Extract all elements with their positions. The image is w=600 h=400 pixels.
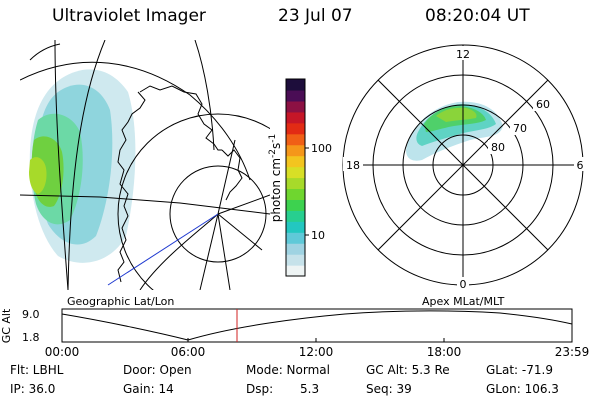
polar-aurora-emission: [406, 101, 503, 161]
map-grid: [20, 40, 270, 290]
footer-seq: Seq: 39: [366, 382, 412, 396]
polar-label-mlt-18: 18: [346, 159, 360, 172]
colorbar-cell: [286, 265, 305, 277]
colorbar-cell: [286, 79, 305, 91]
colorbar-cell: [286, 100, 305, 113]
colorbar-label-10: 10: [311, 229, 325, 242]
map-sun-line: [107, 213, 219, 286]
colorbar-frame: [285, 78, 306, 277]
polar-label-mlat-60: 60: [536, 98, 550, 111]
footer-ip: IP: 36.0: [10, 382, 56, 396]
footer-dsp: Dsp:: [246, 382, 274, 396]
colorbar-cell: [286, 199, 305, 211]
observation-time: 08:20:04 UT: [425, 6, 530, 26]
footer-mode: Mode: Normal: [246, 363, 330, 377]
colorbar-label-100: 100: [311, 142, 332, 155]
colorbar-cell: [286, 243, 305, 255]
altitude-xtick-2359: 23:59: [555, 345, 590, 359]
map-coastline: [117, 85, 243, 283]
footer-glon: GLon: 106.3: [486, 382, 559, 396]
altitude-xticks: [187, 338, 445, 342]
geographic-map: [20, 40, 270, 290]
colorbar-cell: [286, 155, 305, 168]
footer-door: Door: Open: [123, 363, 192, 377]
footer-glat: GLat: -71.9: [486, 363, 553, 377]
colorbar-cell: [286, 177, 305, 190]
altitude-xtick-0600: 06:00: [171, 345, 206, 359]
altitude-ytick-bottom: 1.8: [22, 331, 40, 344]
altitude-plot: 9.0 1.8 GC Alt 00:00 06:00 12:00 18:00 2…: [0, 308, 589, 359]
altitude-xtick-1800: 18:00: [427, 345, 462, 359]
colorbar-cell: [286, 232, 305, 244]
polar-label-mlt-6: 6: [577, 159, 584, 172]
colorbar-unit-label: photon cm-2s-1: [268, 134, 283, 223]
colorbar-cell: [286, 144, 305, 157]
altitude-ytick-top: 9.0: [22, 308, 40, 321]
polar-label-mlat-80: 80: [491, 141, 505, 154]
altitude-xtick-1200: 12:00: [299, 345, 334, 359]
polar-diagonal-2: [377, 79, 549, 251]
colorbar-cell: [286, 122, 305, 135]
footer-gain: Gain: 14: [123, 382, 174, 396]
observation-date: 23 Jul 07: [278, 6, 353, 26]
altitude-ylabel: GC Alt: [0, 308, 13, 343]
polar-label-mlt-12: 12: [456, 48, 470, 61]
polar-plot: 12 6 0 18 60 70 80: [342, 44, 586, 291]
polar-label-mlt-0: 0: [460, 278, 467, 291]
imager-title: Ultraviolet Imager: [52, 6, 206, 26]
colorbar-cell: [286, 254, 305, 266]
map-aurora-emission: [29, 69, 136, 263]
footer-filter: Flt: LBHL: [10, 363, 64, 377]
polar-projection-label: Apex MLat/MLT: [422, 295, 505, 308]
polar-label-mlat-70: 70: [513, 122, 527, 135]
map-projection-label: Geographic Lat/Lon: [67, 295, 174, 308]
footer-dsp-value: 5.3: [300, 382, 320, 396]
colorbar: 100 10 photon cm-2s-1: [268, 78, 332, 277]
colorbar-cell: [286, 188, 305, 200]
altitude-xtick-0000: 00:00: [45, 345, 80, 359]
colorbar-cell: [286, 166, 305, 179]
footer-gc-alt: GC Alt: 5.3 Re: [366, 363, 450, 377]
colorbar-cell: [286, 210, 305, 222]
colorbar-cell: [286, 221, 305, 233]
colorbar-cell: [286, 89, 305, 102]
colorbar-cell: [286, 133, 305, 146]
altitude-plot-frame: [61, 308, 573, 343]
colorbar-cell: [286, 111, 305, 124]
altitude-curve: [61, 310, 573, 341]
